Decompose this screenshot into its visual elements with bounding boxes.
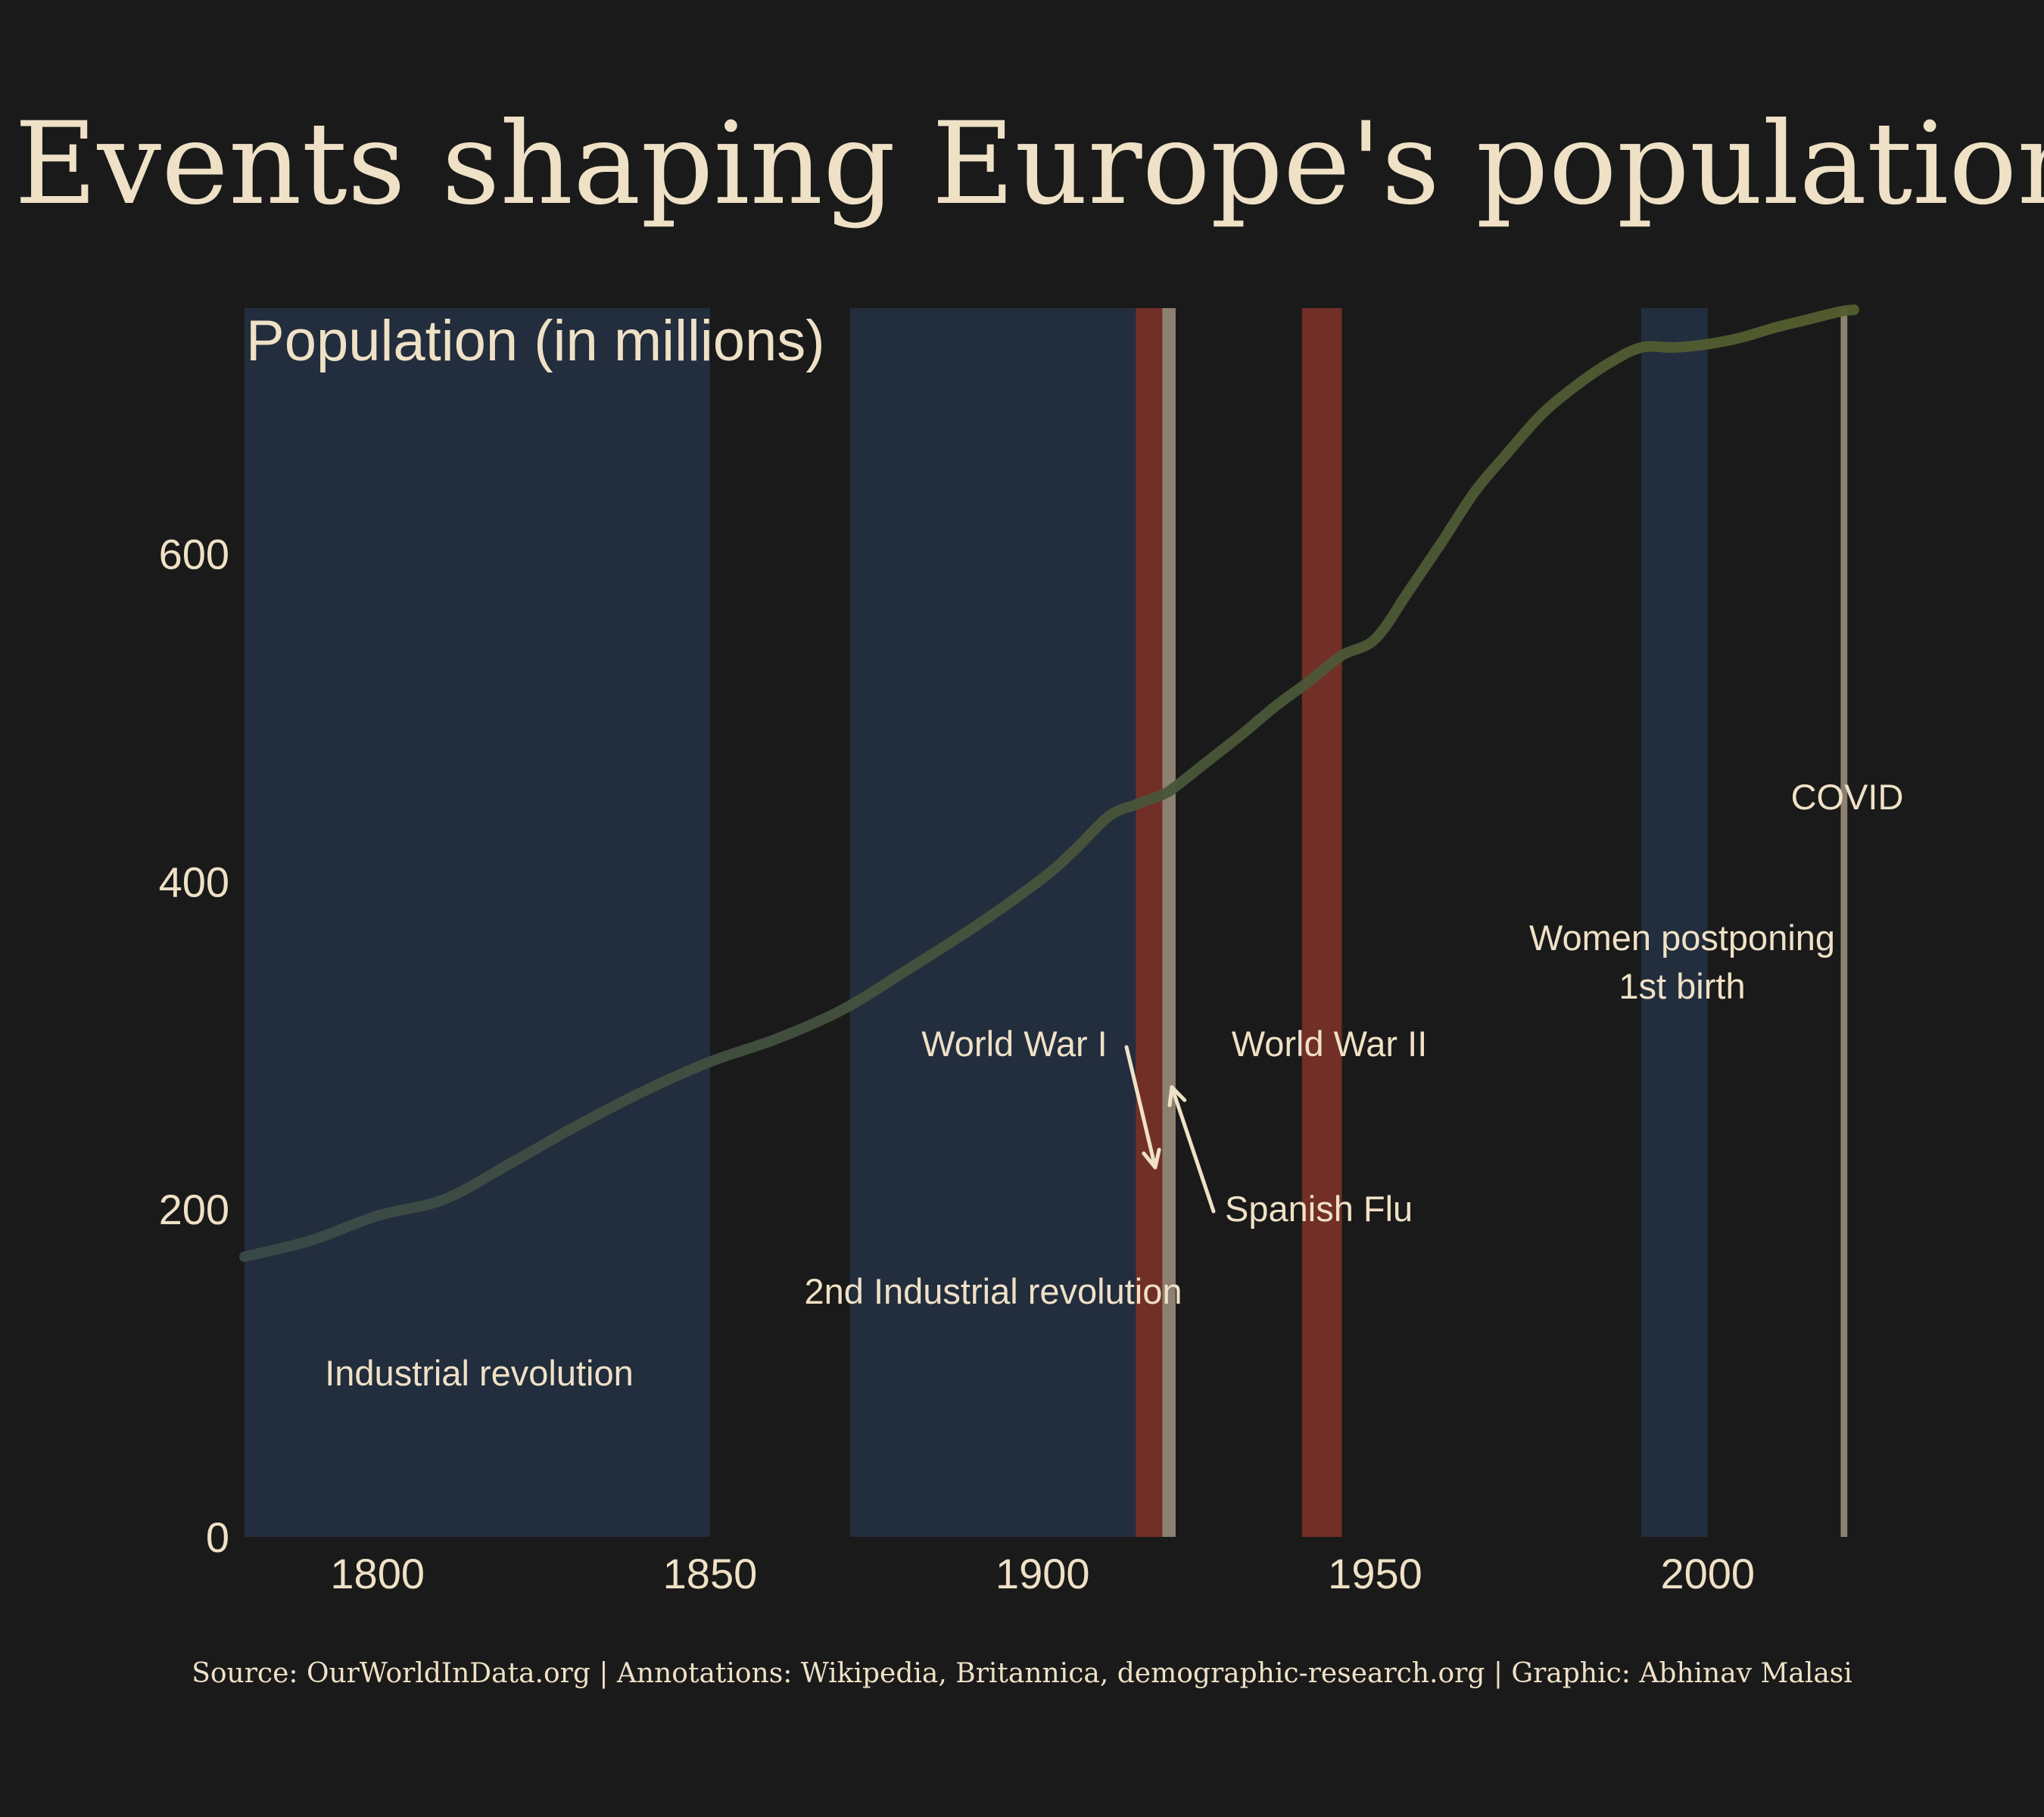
- annotation-2nd-industrial-revolution: 2nd Industrial revolution: [804, 1271, 1182, 1311]
- annotation-line: World War II: [1232, 1024, 1428, 1064]
- annotation-line: World War I: [921, 1024, 1107, 1064]
- arrow-world-war-i-shaft: [1124, 1045, 1158, 1170]
- annotations: Industrial revolution 2nd Industrial revo…: [325, 777, 1903, 1393]
- band-world-war-ii: [1301, 308, 1342, 1537]
- annotation-women-postponing-1st-birth: Women postponing 1st birth: [1529, 918, 1835, 1006]
- annotation-line: Industrial revolution: [325, 1353, 634, 1393]
- x-tick-label-1800: 1800: [330, 1550, 425, 1597]
- arrow-spanish-flu-shaft: [1170, 1085, 1216, 1214]
- y-axis-label: Population (in millions): [246, 309, 825, 373]
- annotation-world-war-ii: World War II: [1232, 1024, 1428, 1064]
- annotation-line: Women postponing: [1529, 918, 1835, 958]
- band-industrial-revolution: [245, 308, 710, 1537]
- band-covid: [1840, 308, 1848, 1537]
- x-tick-label-2000: 2000: [1660, 1550, 1755, 1597]
- band-women-postponing-1st-birth: [1640, 308, 1708, 1537]
- y-tick-label-200: 200: [159, 1186, 229, 1233]
- annotation-line: 2nd Industrial revolution: [804, 1271, 1182, 1311]
- band-spanish-flu: [1162, 308, 1176, 1537]
- series-line-population: [239, 304, 1859, 1262]
- annotation-industrial-revolution: Industrial revolution: [325, 1353, 634, 1393]
- annotation-world-war-i: World War I: [921, 1024, 1107, 1064]
- y-tick-label-400: 400: [159, 858, 229, 905]
- arrow-world-war-i: [1124, 1045, 1161, 1170]
- arrow-world-war-i-head: [1142, 1148, 1161, 1170]
- x-tick-label-1850: 1850: [663, 1550, 758, 1597]
- annotation-covid: COVID: [1791, 777, 1904, 817]
- annotation-line: Spanish Flu: [1225, 1189, 1413, 1229]
- chart-title: Events shaping Europe's population: [14, 98, 2044, 230]
- band-2nd-industrial-revolution: [849, 308, 1136, 1537]
- band-world-war-i: [1136, 308, 1163, 1537]
- axes: 1800 1850 1900 1950 2000 0 200 400 600: [159, 531, 1755, 1597]
- annotation-line: 1st birth: [1619, 966, 1745, 1006]
- annotation-spanish-flu: Spanish Flu: [1225, 1189, 1413, 1229]
- y-tick-label-0: 0: [206, 1513, 229, 1561]
- x-tick-label-1900: 1900: [996, 1550, 1090, 1597]
- arrow-spanish-flu-head: [1167, 1085, 1187, 1108]
- y-tick-label-600: 600: [159, 531, 229, 578]
- population-line: [239, 304, 1859, 1262]
- source-caption: Source: OurWorldInData.org | Annotations…: [192, 1658, 1852, 1689]
- arrow-spanish-flu: [1167, 1085, 1216, 1214]
- event-bands: [245, 308, 1848, 1537]
- x-tick-label-1950: 1950: [1328, 1550, 1422, 1597]
- annotation-line: COVID: [1791, 777, 1904, 817]
